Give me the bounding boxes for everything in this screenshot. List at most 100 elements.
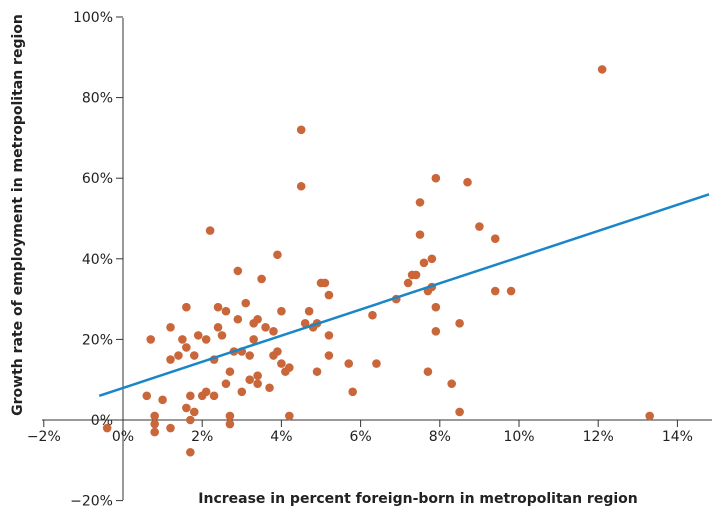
data-point [245,351,255,360]
data-point [233,314,243,324]
data-point [324,290,334,300]
data-point [150,411,159,421]
data-point [174,351,183,360]
data-point [403,278,413,288]
data-point [201,335,211,344]
data-point [490,234,500,243]
y-tick-label: 80% [82,91,113,107]
data-point [431,302,441,312]
data-point [182,302,191,312]
data-point [201,387,211,397]
data-point [372,359,381,368]
data-point [423,367,433,376]
data-point [189,351,199,360]
data-point [189,407,199,417]
data-point [241,298,251,308]
x-tick-label: 4% [270,429,292,445]
y-tick-label: −20% [70,494,113,510]
data-point [225,411,235,421]
data-point [221,379,231,389]
data-point [415,230,425,239]
data-point [245,375,255,385]
data-point [312,367,322,376]
data-point [285,363,294,372]
data-point [205,226,215,235]
data-point [324,331,334,340]
data-point [217,331,227,340]
y-tick-label: 100% [73,10,113,26]
data-point [597,65,607,74]
data-point [411,270,421,280]
data-point [182,343,191,352]
data-point [368,310,377,320]
data-point [261,323,270,332]
data-point [186,447,195,457]
data-point [253,379,262,389]
data-point [221,306,231,316]
x-tick-label: 12% [583,429,614,445]
data-point [225,367,235,376]
data-point [296,181,306,191]
data-point [490,286,500,296]
data-point [475,222,484,231]
data-point [142,391,152,401]
data-point [253,314,262,324]
data-point [419,258,429,268]
x-tick-label: 0% [112,429,134,445]
data-point [304,306,314,316]
data-point [225,419,235,429]
data-point [265,383,274,393]
data-point [253,371,262,380]
trend-line-group [98,193,710,398]
data-point [182,403,191,413]
y-tick-label: 60% [82,171,113,187]
y-tick-label: 20% [82,332,113,348]
data-point [213,323,223,332]
data-point [193,331,203,340]
data-point [455,318,464,328]
x-axis: −2% 0% 2% 4% 6% 8% 10% 12% 14% [27,419,712,445]
data-point [102,423,112,433]
x-axis-title: Increase in percent foreign-born in metr… [198,491,637,507]
y-axis: −20%0%20%40%60%80%100% [70,10,124,510]
data-point [296,125,306,135]
data-point [249,335,258,344]
data-point [237,387,247,397]
data-point [455,407,464,417]
data-point [166,323,175,332]
data-point [150,419,159,429]
x-tick-label: −2% [27,429,61,445]
data-point [213,302,223,312]
data-point [178,335,187,344]
data-point [269,327,278,336]
data-point [257,274,266,284]
data-point [431,327,441,336]
x-tick-label: 6% [349,429,371,445]
data-point [447,379,456,389]
data-point [277,359,286,368]
data-point [320,278,330,288]
data-point [348,387,357,397]
x-tick-label: 2% [191,429,213,445]
data-point [166,355,175,364]
data-point [150,427,159,437]
data-point [300,318,310,328]
trend-line [98,193,710,398]
data-point [415,198,425,207]
data-point [285,411,294,421]
y-tick-label: 40% [82,252,113,268]
x-tick-label: 8% [429,429,451,445]
y-axis-title: Growth rate of employment in metropolita… [10,14,26,416]
data-point [186,391,195,401]
data-point [158,395,167,405]
data-point [166,423,175,433]
data-point [324,351,334,360]
data-point [344,359,354,368]
data-point [209,391,219,401]
x-tick-label: 14% [662,429,693,445]
data-point [645,411,654,421]
data-point [146,335,156,344]
data-point [427,254,437,264]
data-point [277,306,286,316]
